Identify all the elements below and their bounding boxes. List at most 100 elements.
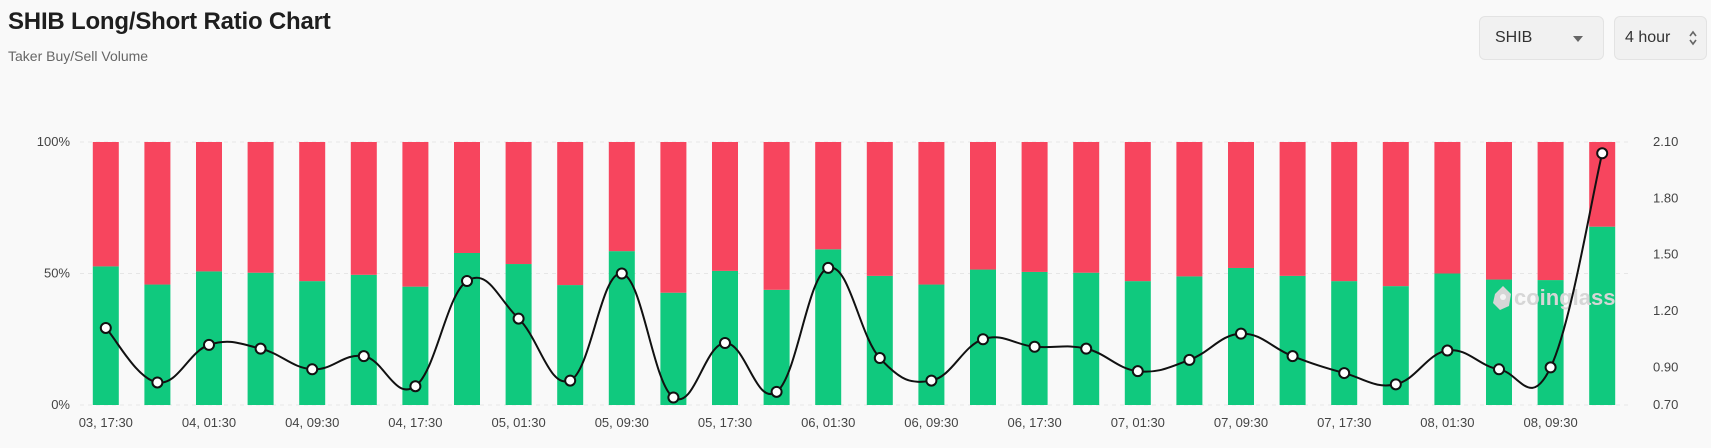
- bar-short[interactable]: [1486, 142, 1512, 280]
- ratio-point[interactable]: [1544, 361, 1557, 374]
- ratio-point[interactable]: [1028, 340, 1041, 353]
- bar-short[interactable]: [247, 142, 274, 273]
- x-tick-label: 08, 01:30: [1420, 415, 1474, 430]
- x-tick-label: 03, 17:30: [79, 415, 133, 430]
- bar-long[interactable]: [1589, 226, 1616, 405]
- bar-short[interactable]: [402, 142, 429, 287]
- ratio-point[interactable]: [1131, 365, 1144, 378]
- ratio-line-group: [99, 147, 1609, 404]
- bar-short[interactable]: [92, 142, 119, 267]
- bar-short[interactable]: [712, 142, 738, 271]
- up-down-arrows-icon: [1689, 30, 1697, 46]
- bar-long[interactable]: [1021, 271, 1048, 405]
- bar-short[interactable]: [866, 142, 893, 276]
- bar-short[interactable]: [454, 142, 480, 253]
- bar-short[interactable]: [763, 142, 790, 290]
- coinglass-logo-icon: [1493, 286, 1511, 310]
- ratio-point[interactable]: [1389, 378, 1402, 391]
- x-tick-label: 04, 17:30: [388, 415, 442, 430]
- bar-long[interactable]: [247, 272, 274, 405]
- bar-short[interactable]: [1021, 142, 1048, 272]
- ratio-point[interactable]: [1286, 350, 1299, 363]
- bar-short[interactable]: [1382, 142, 1409, 287]
- ratio-point[interactable]: [1441, 344, 1454, 357]
- x-tick-label: 05, 09:30: [595, 415, 649, 430]
- bar-short[interactable]: [815, 142, 842, 250]
- grid-lines: [80, 141, 1628, 406]
- y-right-tick-label: 2.10: [1653, 134, 1678, 149]
- ratio-point[interactable]: [1338, 367, 1351, 380]
- bar-long[interactable]: [196, 271, 222, 405]
- bar-short[interactable]: [505, 142, 532, 265]
- ratio-point[interactable]: [1596, 147, 1609, 160]
- x-tick-label: 08, 09:30: [1523, 415, 1577, 430]
- bar-long[interactable]: [1073, 272, 1100, 405]
- ratio-point[interactable]: [254, 342, 267, 355]
- ratio-point[interactable]: [719, 337, 731, 350]
- bar-short[interactable]: [1537, 142, 1564, 281]
- symbol-select[interactable]: SHIB: [1479, 16, 1604, 60]
- ratio-point[interactable]: [1080, 342, 1093, 355]
- bar-short[interactable]: [1279, 142, 1306, 276]
- ratio-point[interactable]: [1235, 327, 1247, 340]
- bar-short[interactable]: [1176, 142, 1203, 277]
- bar-short[interactable]: [1124, 142, 1151, 282]
- bar-short[interactable]: [660, 142, 687, 293]
- ratio-point[interactable]: [925, 374, 938, 387]
- bar-short[interactable]: [299, 142, 326, 282]
- bar-short[interactable]: [1331, 142, 1358, 282]
- ratio-point[interactable]: [306, 363, 319, 376]
- ratio-point[interactable]: [203, 338, 215, 351]
- bar-short[interactable]: [1434, 142, 1461, 274]
- bar-long[interactable]: [763, 289, 790, 405]
- x-tick-label: 07, 01:30: [1111, 415, 1165, 430]
- bar-short[interactable]: [918, 142, 945, 285]
- ratio-point[interactable]: [770, 385, 783, 398]
- ratio-point[interactable]: [667, 391, 680, 404]
- watermark: coinglass: [1493, 285, 1615, 310]
- y-right-tick-label: 1.80: [1653, 190, 1678, 205]
- y-axis-right: 0.70 0.90 1.20 1.50 1.80 2.10: [1653, 134, 1678, 412]
- bar-long[interactable]: [350, 274, 377, 405]
- ratio-point[interactable]: [822, 261, 835, 274]
- ratio-point[interactable]: [1493, 363, 1505, 376]
- bar-long[interactable]: [92, 266, 119, 405]
- bar-short[interactable]: [557, 142, 584, 286]
- ratio-point[interactable]: [461, 275, 473, 288]
- bars-group: [92, 142, 1616, 406]
- bar-long[interactable]: [299, 281, 326, 405]
- bar-long[interactable]: [557, 285, 584, 405]
- ratio-point[interactable]: [977, 333, 989, 346]
- bar-long[interactable]: [918, 284, 945, 405]
- x-tick-label: 04, 01:30: [182, 415, 236, 430]
- ratio-point[interactable]: [1183, 353, 1196, 366]
- bar-long[interactable]: [866, 275, 893, 405]
- ratio-point[interactable]: [151, 376, 164, 389]
- bar-long[interactable]: [660, 292, 687, 405]
- ratio-point[interactable]: [564, 374, 577, 387]
- bar-short[interactable]: [608, 142, 635, 252]
- bar-long[interactable]: [1434, 273, 1461, 406]
- ratio-point[interactable]: [357, 350, 370, 363]
- bar-long[interactable]: [1124, 281, 1151, 405]
- bar-long[interactable]: [505, 264, 532, 405]
- y-left-tick-label: 0%: [51, 397, 70, 412]
- bar-short[interactable]: [144, 142, 171, 285]
- bar-short[interactable]: [970, 142, 996, 270]
- interval-select[interactable]: 4 hour: [1614, 16, 1707, 60]
- ratio-point[interactable]: [615, 267, 628, 280]
- ratio-point[interactable]: [409, 380, 422, 393]
- bar-long[interactable]: [1176, 276, 1203, 405]
- bar-long[interactable]: [1331, 281, 1358, 405]
- ratio-point[interactable]: [512, 312, 525, 325]
- bar-short[interactable]: [1073, 142, 1100, 273]
- bar-long[interactable]: [1279, 275, 1306, 405]
- bar-short[interactable]: [350, 142, 377, 275]
- caret-down-icon: [1573, 36, 1583, 42]
- bar-short[interactable]: [196, 142, 222, 272]
- ratio-point[interactable]: [873, 352, 886, 365]
- ratio-point[interactable]: [99, 321, 112, 334]
- x-tick-label: 07, 17:30: [1317, 415, 1371, 430]
- bar-short[interactable]: [1228, 142, 1254, 268]
- x-axis: 03, 17:30 04, 01:30 04, 09:30 04, 17:30 05, …: [79, 415, 1578, 430]
